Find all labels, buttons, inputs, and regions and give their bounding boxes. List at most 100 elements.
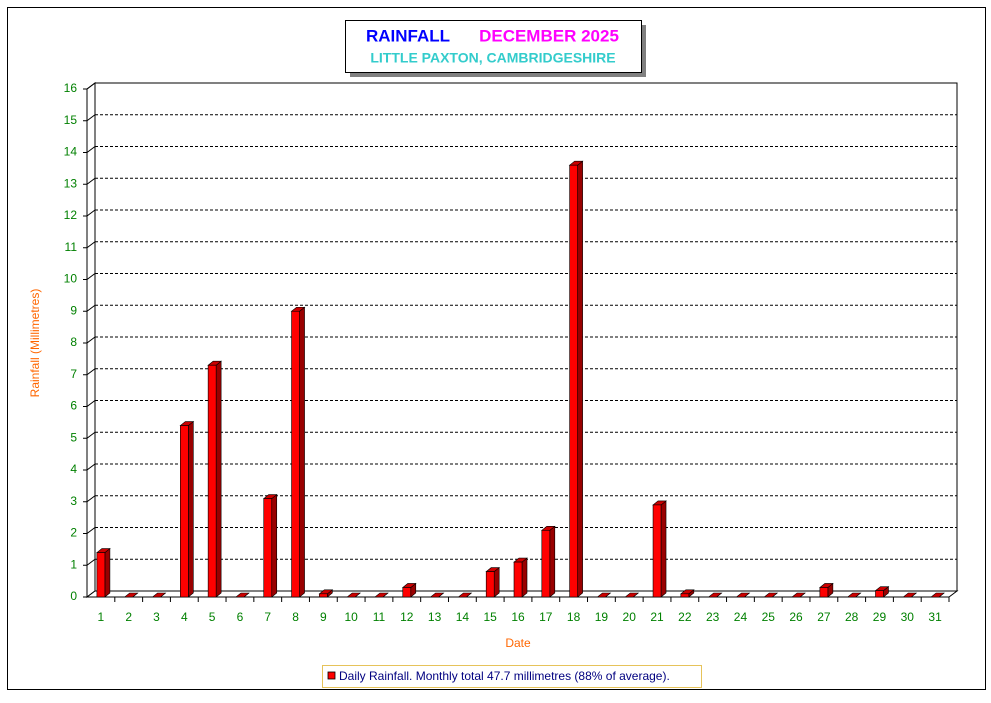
bar [846, 592, 862, 598]
grid-slant [86, 463, 96, 471]
bar-top [902, 592, 918, 598]
bar [930, 592, 945, 598]
grid-slant [86, 431, 96, 439]
bar [513, 557, 528, 598]
x-tick-label: 13 [428, 610, 442, 624]
bar-top [374, 592, 389, 598]
x-tick-label: 5 [209, 610, 216, 624]
y-tick-label: 12 [64, 208, 78, 222]
bar-side [215, 360, 222, 598]
title-box [345, 20, 642, 73]
bar [596, 592, 612, 598]
x-tick-label: 11 [373, 610, 386, 624]
x-tick-label: 27 [817, 610, 831, 624]
bar-front [541, 530, 551, 598]
x-tick-label: 22 [678, 610, 692, 624]
bar [429, 592, 445, 598]
y-tick-label: 3 [70, 494, 77, 508]
bar [151, 592, 167, 598]
bar-front [263, 498, 273, 598]
bar [763, 592, 779, 598]
grid-slant [86, 114, 96, 122]
bar [179, 420, 195, 598]
bar [235, 592, 250, 598]
bar [791, 592, 806, 598]
chart-title: RAINFALL [366, 26, 450, 45]
bar [652, 500, 667, 598]
bar-front [819, 587, 829, 598]
legend-box [322, 665, 702, 688]
bar-front [485, 571, 495, 598]
x-tick-label: 1 [98, 610, 105, 624]
x-tick-label: 8 [292, 610, 299, 624]
grid-slant [86, 273, 96, 280]
x-tick-label: 3 [153, 610, 160, 624]
bar-front [513, 561, 523, 598]
x-tick-label: 23 [706, 610, 720, 624]
x-tick-label: 2 [125, 610, 132, 624]
bar-top [791, 592, 806, 598]
grid-slant [86, 82, 96, 90]
x-tick-label: 17 [539, 610, 553, 624]
y-tick-label: 14 [64, 145, 78, 159]
bar-front [402, 587, 412, 598]
bar-front [652, 504, 662, 598]
bar-top [707, 592, 723, 598]
y-tick-label: 0 [70, 589, 77, 603]
grid-slant [86, 400, 96, 407]
bar [540, 525, 556, 598]
y-tick-label: 13 [64, 176, 78, 190]
y-tick-label: 9 [70, 303, 77, 317]
bar [624, 592, 640, 598]
x-tick-label: 21 [650, 610, 664, 624]
grid-slant [86, 368, 96, 376]
bar [123, 592, 139, 598]
x-tick-label: 15 [484, 610, 498, 624]
legend-swatch [327, 671, 336, 680]
bar-side [104, 547, 111, 598]
x-tick-label: 30 [901, 610, 915, 624]
chart-subtitle: LITTLE PAXTON, CAMBRIDGESHIRE [370, 50, 615, 66]
x-tick-label: 14 [456, 610, 470, 624]
bar [262, 493, 278, 598]
bar-front [319, 593, 328, 598]
bar-top [151, 592, 167, 598]
y-tick-label: 11 [65, 240, 78, 254]
y-tick-label: 10 [64, 272, 78, 286]
grid-slant [86, 495, 96, 503]
grid-slant [86, 304, 96, 312]
bar [96, 547, 111, 598]
bar-top [930, 592, 945, 598]
grid-slant [86, 336, 96, 344]
x-tick-label: 12 [400, 610, 414, 624]
grid-slant [86, 146, 96, 153]
bar-side [521, 557, 528, 598]
bar [874, 586, 890, 598]
bar-side [549, 525, 556, 598]
grid-slant [86, 558, 96, 566]
x-tick-label: 25 [762, 610, 776, 624]
chart-period: DECEMBER 2025 [479, 26, 619, 45]
bar-front [96, 552, 106, 598]
y-tick-label: 1 [70, 557, 77, 571]
bar-top [429, 592, 445, 598]
y-tick-label: 15 [64, 113, 78, 127]
bar-side [660, 500, 667, 598]
y-tick-label: 5 [70, 430, 77, 444]
x-tick-label: 31 [928, 610, 942, 624]
x-tick-label: 18 [567, 610, 581, 624]
x-tick-label: 26 [789, 610, 803, 624]
bar [485, 566, 501, 598]
bar-side [188, 420, 194, 598]
bar-top [123, 592, 139, 598]
legend-label: Daily Rainfall. Monthly total 47.7 milli… [339, 669, 670, 683]
x-tick-label: 9 [320, 610, 327, 624]
grid-slant [86, 241, 96, 249]
bar-side [493, 566, 500, 598]
bar-front [875, 590, 884, 598]
grid-slant [86, 527, 96, 534]
x-axis-label: Date [505, 636, 531, 650]
bar-side [299, 306, 305, 598]
y-axis-label: Rainfall (Millimetres) [28, 289, 42, 398]
